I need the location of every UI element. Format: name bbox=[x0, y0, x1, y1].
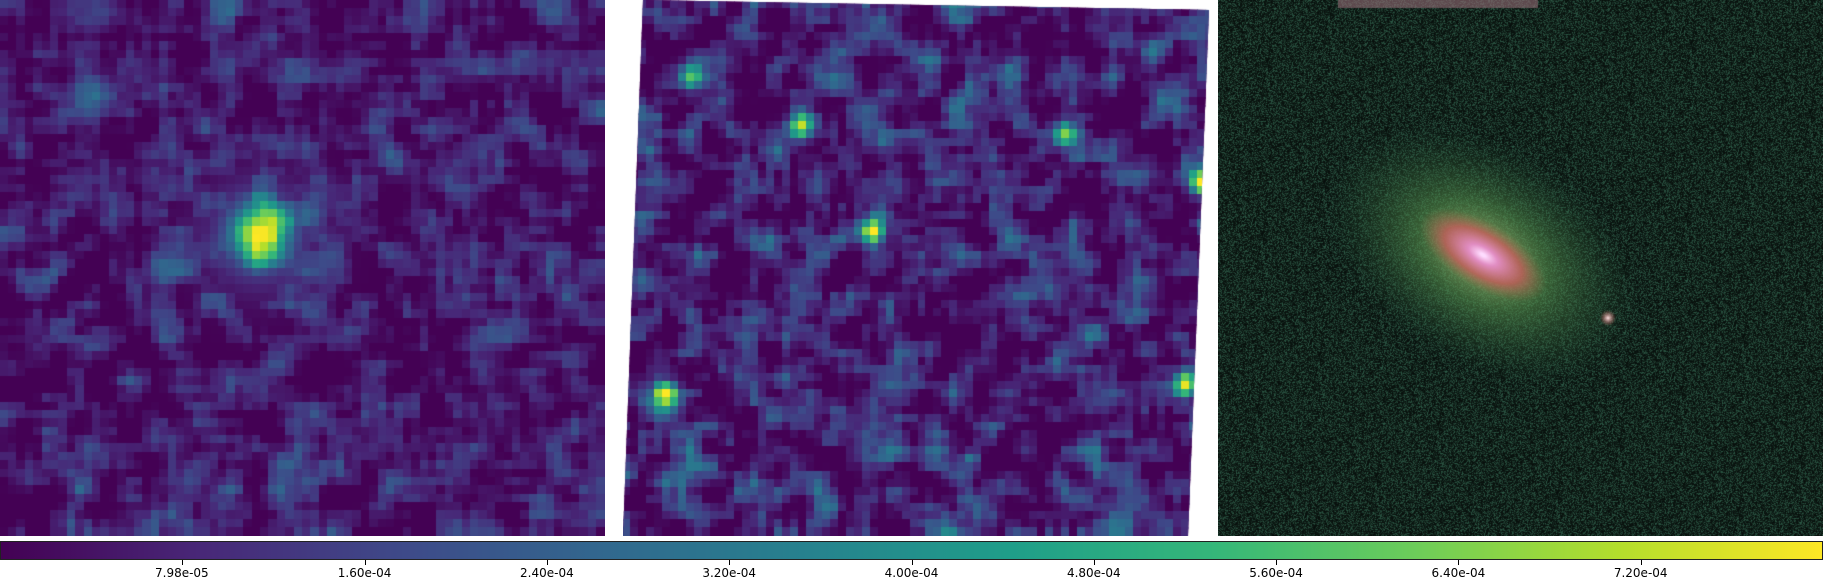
colorbar-tick-label: 6.40e-04 bbox=[1431, 566, 1486, 580]
colorbar-tick-label: 4.00e-04 bbox=[884, 566, 939, 580]
colorbar-tick-label: 5.60e-04 bbox=[1249, 566, 1303, 580]
colorbar-tick-mark bbox=[364, 560, 366, 565]
colorbar-tick-mark bbox=[1276, 560, 1278, 565]
colorbar-tick-mark bbox=[1093, 560, 1095, 565]
galaxy-composite-image bbox=[1218, 0, 1823, 536]
colorbar-tick-label: 2.40e-04 bbox=[520, 566, 574, 580]
colorbar-tick-mark bbox=[546, 560, 548, 565]
colorbar-tick-label: 4.80e-04 bbox=[1066, 566, 1121, 580]
right-galaxy-composite-panel bbox=[1218, 0, 1823, 536]
left-heatmap-panel bbox=[0, 0, 605, 536]
colorbar-tick-mark bbox=[1458, 560, 1460, 565]
colorbar-tick-mark bbox=[181, 560, 183, 565]
colorbar-tick-label: 3.20e-04 bbox=[702, 566, 757, 580]
middle-heatmap-image bbox=[623, 0, 1213, 536]
colorbar-tick-label: 7.98e-05 bbox=[154, 566, 209, 580]
left-heatmap-image bbox=[0, 0, 605, 536]
colorbar-tick-label: 1.60e-04 bbox=[337, 566, 392, 580]
colorbar-tick-mark bbox=[1640, 560, 1642, 565]
colorbar bbox=[0, 541, 1823, 560]
colorbar-tick-mark bbox=[729, 560, 731, 565]
middle-heatmap-panel bbox=[623, 0, 1213, 536]
colorbar-tick-label: 7.20e-04 bbox=[1613, 566, 1668, 580]
colorbar-tick-mark bbox=[911, 560, 913, 565]
